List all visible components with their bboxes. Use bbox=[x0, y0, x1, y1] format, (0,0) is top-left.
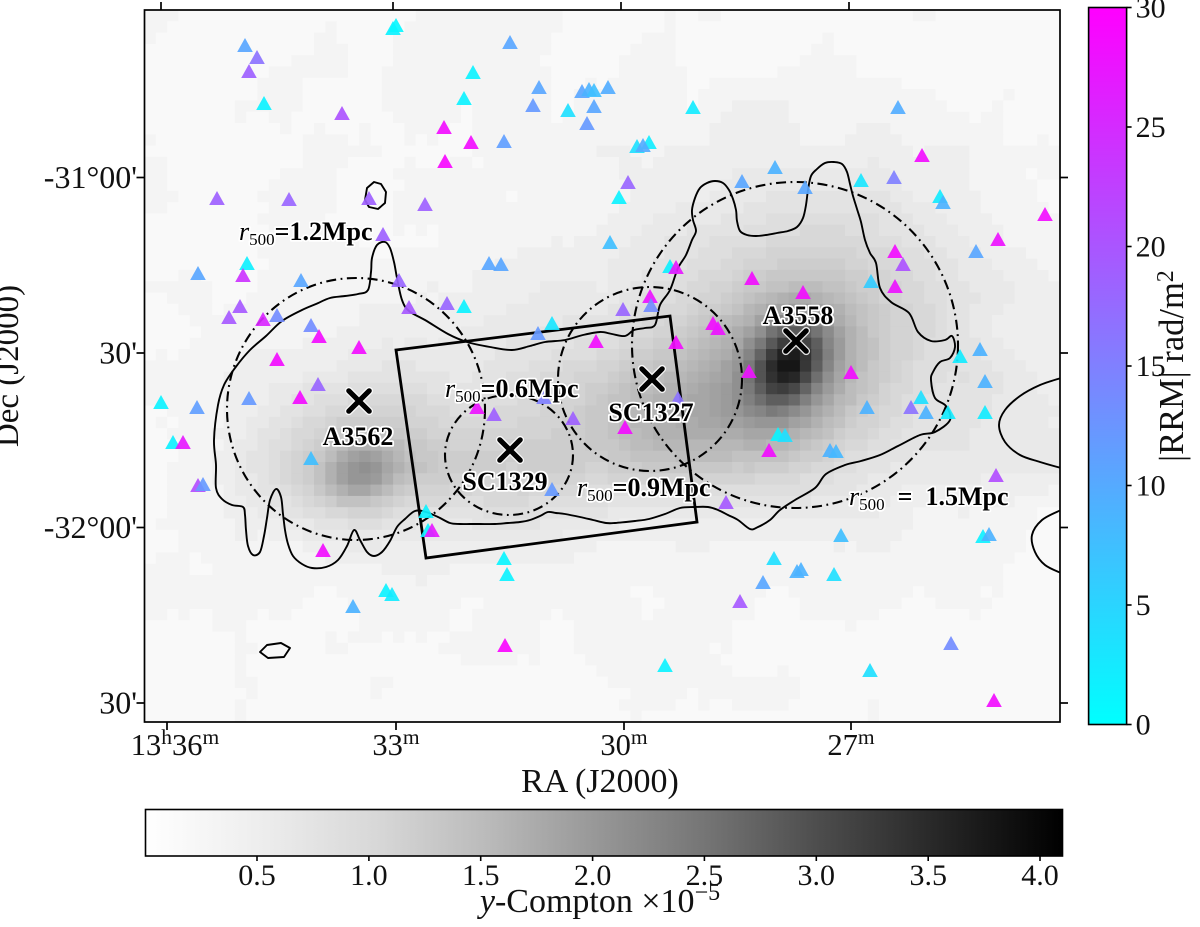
svg-text:SC1329: SC1329 bbox=[462, 467, 547, 496]
svg-text:30: 30 bbox=[1136, 0, 1166, 25]
svg-text:30m: 30m bbox=[600, 725, 648, 762]
svg-text:3.5: 3.5 bbox=[909, 859, 947, 892]
svg-text:25: 25 bbox=[1136, 111, 1166, 144]
svg-text:2.5: 2.5 bbox=[686, 859, 724, 892]
svg-text:15: 15 bbox=[1136, 350, 1166, 383]
svg-text:r500=0.9Mpc: r500=0.9Mpc bbox=[577, 473, 710, 505]
svg-text:0: 0 bbox=[1136, 709, 1151, 742]
svg-text:5: 5 bbox=[1136, 589, 1151, 622]
svg-text:33m: 33m bbox=[372, 725, 420, 762]
svg-text:A3562: A3562 bbox=[323, 422, 394, 451]
svg-text:0.5: 0.5 bbox=[238, 859, 276, 892]
svg-text:4.0: 4.0 bbox=[1021, 859, 1059, 892]
svg-text:|RRM| rad/m2: |RRM| rad/m2 bbox=[1153, 270, 1191, 462]
svg-text:27m: 27m bbox=[827, 725, 875, 762]
svg-text:2.0: 2.0 bbox=[574, 859, 612, 892]
svg-text:1.5: 1.5 bbox=[462, 859, 500, 892]
svg-text:r500=0.6Mpc: r500=0.6Mpc bbox=[445, 374, 578, 406]
svg-text:r500 = 1.5Mpc: r500 = 1.5Mpc bbox=[849, 482, 1008, 514]
svg-text:Dec (J2000): Dec (J2000) bbox=[0, 285, 26, 447]
svg-text:-31°00': -31°00' bbox=[44, 159, 137, 195]
svg-text:30': 30' bbox=[99, 335, 137, 371]
svg-text:1.0: 1.0 bbox=[350, 859, 388, 892]
svg-text:30': 30' bbox=[99, 685, 137, 721]
svg-text:20: 20 bbox=[1136, 231, 1166, 264]
svg-text:3.0: 3.0 bbox=[798, 859, 836, 892]
svg-text:10: 10 bbox=[1136, 470, 1166, 503]
svg-text:13h36m: 13h36m bbox=[131, 725, 220, 762]
svg-text:y-Compton ×10−5: y-Compton ×10−5 bbox=[477, 880, 720, 920]
svg-text:RA (J2000): RA (J2000) bbox=[521, 763, 679, 800]
svg-text:A3558: A3558 bbox=[763, 301, 834, 330]
svg-text:-32°00': -32°00' bbox=[44, 509, 137, 545]
svg-text:SC1327: SC1327 bbox=[608, 398, 693, 427]
svg-text:r500=1.2Mpc: r500=1.2Mpc bbox=[239, 217, 372, 249]
